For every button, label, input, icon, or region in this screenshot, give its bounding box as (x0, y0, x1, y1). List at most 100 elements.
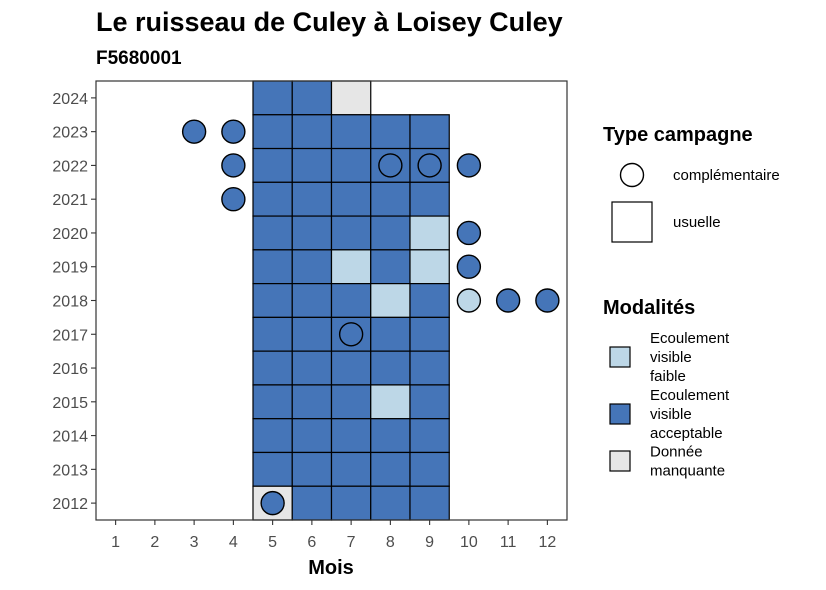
legend: Type campagne complémentaire usuelle Modali… (603, 124, 780, 480)
point-2018-11 (495, 288, 521, 313)
tile-2018-6 (291, 283, 333, 318)
tile-2012-9 (409, 485, 450, 521)
tile-2019-5 (252, 249, 293, 285)
x-tick-label: 11 (500, 534, 517, 551)
tile-2012-7 (330, 485, 372, 521)
tile-2023-8 (370, 114, 411, 150)
tile-2015-7 (330, 384, 372, 420)
y-tick-label: 2023 (52, 125, 88, 142)
point-2023-3 (181, 119, 207, 144)
tile-2020-8 (370, 215, 411, 251)
x-tick-label: 8 (386, 534, 395, 551)
point-2022-8 (378, 153, 403, 178)
legend-label-modalite: Ecoulement visible acceptable (650, 387, 730, 442)
x-axis: 1 2 3 4 5 6 7 8 9 10 11 12 (111, 520, 556, 551)
tile-2015-6 (291, 384, 333, 420)
point-2018-12 (535, 288, 560, 313)
y-tick-label: 2020 (52, 226, 88, 243)
x-tick-label: 6 (307, 534, 316, 551)
legend-title-type: Type campagne (603, 124, 753, 146)
chart-subtitle: F5680001 (96, 48, 182, 69)
tile-2024-5 (252, 80, 293, 116)
tile-2024-7 (330, 80, 372, 116)
legend-key-modalite (609, 450, 631, 472)
tile-2020-6 (291, 215, 333, 251)
y-tick-label: 2018 (52, 294, 88, 311)
tile-2021-7 (330, 181, 372, 217)
tile-2020-9 (409, 215, 450, 251)
tile-2018-9 (409, 283, 450, 318)
x-tick-label: 4 (229, 534, 238, 551)
tile-2023-5 (252, 114, 293, 150)
legend-key-square (611, 201, 653, 243)
tile-2017-6 (291, 316, 333, 352)
y-tick-label: 2019 (52, 260, 88, 277)
tile-2019-6 (291, 249, 333, 285)
tile-2016-7 (330, 350, 372, 386)
y-tick-label: 2021 (52, 192, 88, 209)
tile-2016-8 (370, 350, 411, 386)
y-tick-label: 2024 (52, 91, 88, 108)
tile-2019-9 (409, 249, 450, 285)
tile-2015-5 (252, 384, 293, 420)
x-tick-label: 3 (190, 534, 199, 551)
x-tick-label: 2 (150, 534, 159, 551)
tile-2019-7 (330, 249, 372, 285)
x-tick-label: 7 (347, 534, 356, 551)
y-tick-label: 2022 (52, 158, 88, 175)
x-tick-label: 5 (268, 534, 277, 551)
tile-2020-7 (330, 215, 372, 251)
tile-2013-7 (330, 451, 372, 487)
tile-2015-9 (409, 384, 450, 420)
tile-2016-5 (252, 350, 293, 386)
tile-2024-6 (291, 80, 333, 116)
legend-label-complementaire: complémentaire (673, 167, 780, 184)
x-tick-label: 1 (111, 534, 120, 551)
x-axis-title: Mois (308, 557, 354, 579)
tile-2022-5 (252, 147, 293, 183)
tile-2022-7 (330, 147, 372, 183)
tile-2023-7 (330, 114, 372, 150)
tile-2014-9 (409, 418, 450, 454)
tile-2018-5 (252, 283, 293, 318)
point-2018-10 (456, 288, 482, 313)
x-tick-label: 9 (425, 534, 434, 551)
tile-2013-5 (252, 451, 293, 487)
point-2021-4 (221, 186, 246, 212)
y-tick-label: 2016 (52, 361, 88, 378)
y-tick-label: 2012 (52, 496, 88, 513)
tile-2018-7 (330, 283, 372, 318)
y-tick-label: 2014 (52, 429, 88, 446)
tile-2013-9 (409, 451, 450, 487)
tile-2014-7 (330, 418, 372, 454)
plot-area (95, 80, 568, 521)
x-tick-label: 12 (538, 534, 556, 551)
tile-2018-8 (370, 283, 411, 318)
tile-2014-8 (370, 418, 411, 454)
legend-label-modalite: Donnée manquante (650, 444, 725, 480)
legend-label-usuelle: usuelle (673, 214, 721, 231)
y-axis: 2012 2013 2014 2015 2016 2017 2018 2019 2020 2021… (52, 91, 96, 513)
tile-2016-9 (409, 350, 450, 386)
point-2022-10 (456, 153, 482, 178)
tile-2021-6 (291, 181, 333, 217)
point-2022-9 (417, 153, 442, 178)
tile-2023-6 (291, 114, 333, 150)
tile-2014-5 (252, 418, 293, 454)
y-tick-label: 2015 (52, 395, 88, 412)
point-2022-4 (221, 153, 246, 178)
point-2017-7 (338, 322, 364, 347)
tile-2012-6 (291, 485, 333, 521)
tile-2021-8 (370, 181, 411, 217)
x-tick-label: 10 (460, 534, 478, 551)
legend-key-modalite (609, 403, 631, 425)
legend-title-modalites: Modalités (603, 297, 695, 319)
point-2012-5 (260, 490, 285, 516)
tile-2021-5 (252, 181, 293, 217)
tile-2012-8 (370, 485, 411, 521)
legend-key-circle (619, 162, 645, 188)
tile-2014-6 (291, 418, 333, 454)
tile-2017-5 (252, 316, 293, 352)
y-tick-label: 2013 (52, 462, 88, 479)
